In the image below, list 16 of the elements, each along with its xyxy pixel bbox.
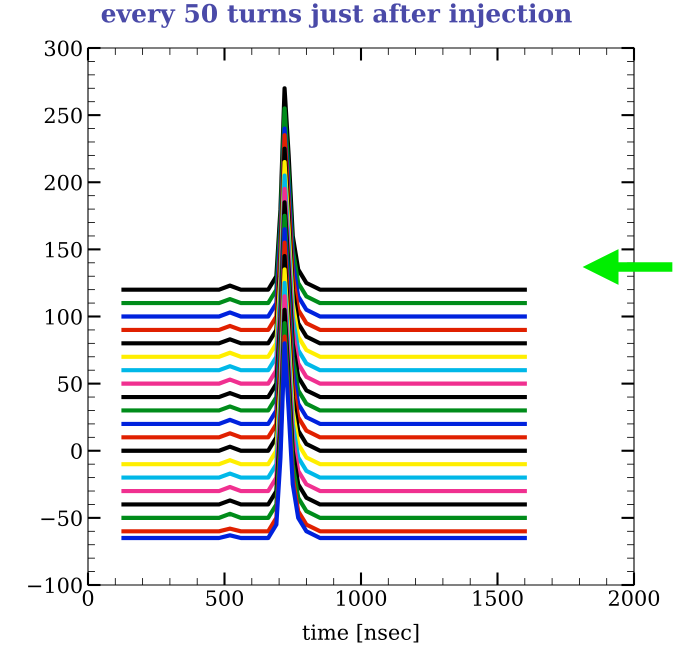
x-axis-title: time [nsec]: [302, 624, 418, 642]
y-tick-label: 50: [58, 376, 82, 392]
x-tick-label: 1000: [337, 590, 386, 606]
y-tick-label: 300: [44, 40, 82, 56]
y-tick-label: 100: [46, 308, 82, 325]
x-tick-label: 1500: [474, 590, 523, 606]
chart-title: every 50 turns just after injection: [102, 3, 572, 28]
y-tick-label: −100: [28, 577, 82, 594]
y-tick-label: 200: [44, 174, 82, 190]
y-tick-label: −50: [41, 510, 82, 526]
x-tick-label: 500: [206, 590, 243, 606]
x-tick-label: 2000: [608, 590, 660, 606]
y-tick-label: 250: [44, 108, 82, 124]
y-tick-label: 0: [71, 443, 82, 459]
x-tick-label: 0: [82, 590, 94, 606]
y-tick-label: 150: [46, 242, 82, 258]
